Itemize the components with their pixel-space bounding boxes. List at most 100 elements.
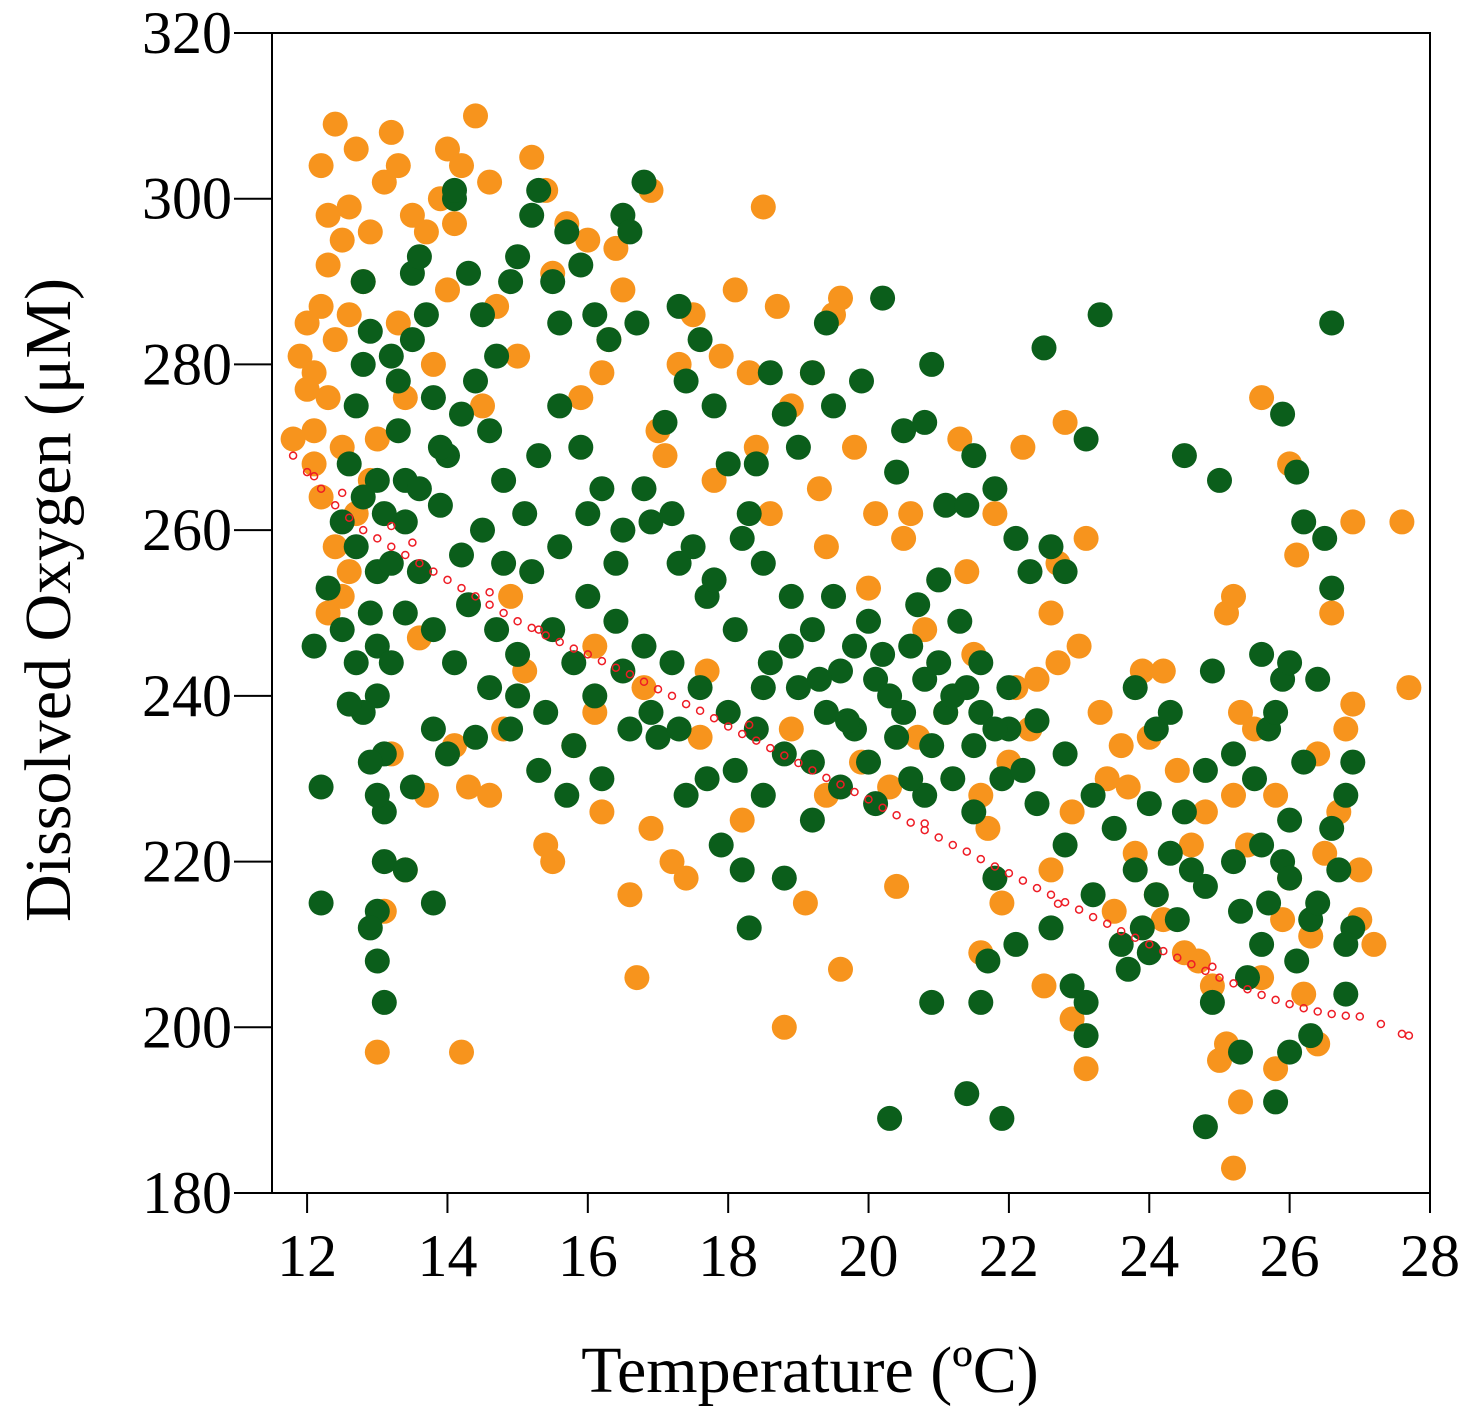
data-point <box>1396 675 1422 701</box>
data-point <box>575 501 601 527</box>
data-point <box>491 467 517 493</box>
data-point <box>442 650 467 676</box>
data-point <box>280 426 306 452</box>
data-point <box>470 393 495 419</box>
data-point <box>1052 409 1078 435</box>
data-point <box>666 716 692 742</box>
data-point <box>695 706 705 716</box>
data-point <box>836 780 845 789</box>
data-point <box>1277 865 1303 891</box>
data-point <box>364 683 390 709</box>
data-point <box>687 327 713 353</box>
y-tick-label: 240 <box>142 663 232 729</box>
data-point <box>301 633 327 659</box>
data-point <box>919 351 945 377</box>
data-point <box>947 426 973 452</box>
data-point <box>435 741 460 767</box>
data-point <box>764 293 790 319</box>
data-point <box>526 443 552 469</box>
data-point <box>611 663 621 672</box>
data-point <box>547 534 573 560</box>
data-point <box>540 269 566 295</box>
data-point <box>701 467 727 493</box>
data-point <box>357 219 383 245</box>
data-point <box>723 722 733 731</box>
data-point <box>1031 335 1057 361</box>
data-point <box>449 401 474 427</box>
data-point <box>547 393 573 419</box>
data-point <box>308 293 334 319</box>
data-point <box>625 670 635 679</box>
x-axis-title: Temperature (ºC) <box>581 1334 1038 1407</box>
data-point <box>505 641 531 667</box>
data-point <box>371 169 397 195</box>
data-point <box>1208 962 1217 972</box>
data-point <box>308 484 334 510</box>
data-point <box>358 525 368 535</box>
data-point <box>420 351 446 377</box>
data-point <box>919 989 945 1015</box>
data-point <box>1404 1031 1414 1040</box>
data-point <box>856 749 881 775</box>
data-point <box>315 202 341 228</box>
data-point <box>687 724 713 750</box>
data-point <box>1115 774 1141 800</box>
data-point <box>512 501 538 527</box>
data-point <box>849 368 874 394</box>
data-point <box>1291 749 1317 775</box>
data-point <box>385 310 411 336</box>
data-point <box>778 633 804 659</box>
data-point <box>315 252 341 278</box>
data-point <box>842 434 867 460</box>
data-point <box>526 177 552 203</box>
data-point <box>1038 534 1064 560</box>
data-point <box>1129 915 1155 941</box>
data-point <box>1052 559 1078 585</box>
data-point <box>638 699 664 725</box>
data-point <box>631 633 657 659</box>
data-point <box>962 847 972 856</box>
x-tick-label: 16 <box>558 1223 618 1289</box>
data-point <box>534 625 543 634</box>
data-point <box>1284 542 1310 568</box>
data-point <box>722 617 748 643</box>
data-point <box>387 542 396 551</box>
data-point <box>568 434 594 460</box>
data-point <box>519 559 545 585</box>
data-point <box>540 849 566 875</box>
data-point <box>1116 926 1126 936</box>
data-point <box>343 650 369 676</box>
data-point <box>1277 807 1303 833</box>
data-point <box>835 708 860 734</box>
data-point <box>1094 766 1120 792</box>
data-point <box>484 617 510 643</box>
data-point <box>821 393 846 419</box>
data-point <box>427 492 453 518</box>
data-point <box>364 467 390 493</box>
data-point <box>1256 890 1282 916</box>
data-point <box>457 583 466 593</box>
data-point <box>631 675 657 701</box>
data-point <box>799 360 825 386</box>
data-point <box>976 854 986 864</box>
data-point <box>505 343 531 369</box>
data-point <box>982 716 1008 742</box>
data-point <box>744 720 754 730</box>
data-point <box>1150 658 1176 684</box>
data-point <box>877 1105 903 1131</box>
data-point <box>1074 905 1084 914</box>
data-point <box>1333 981 1359 1007</box>
data-point <box>666 550 692 576</box>
data-point <box>1221 782 1246 808</box>
data-point <box>1242 766 1267 792</box>
y-tick-label: 220 <box>142 829 232 895</box>
data-point <box>877 774 903 800</box>
data-point <box>729 525 755 551</box>
data-point <box>813 534 839 560</box>
data-point <box>288 451 298 460</box>
data-point <box>1340 749 1366 775</box>
data-point <box>301 451 327 477</box>
data-point <box>821 583 846 609</box>
data-point <box>813 310 839 336</box>
data-point <box>968 650 994 676</box>
